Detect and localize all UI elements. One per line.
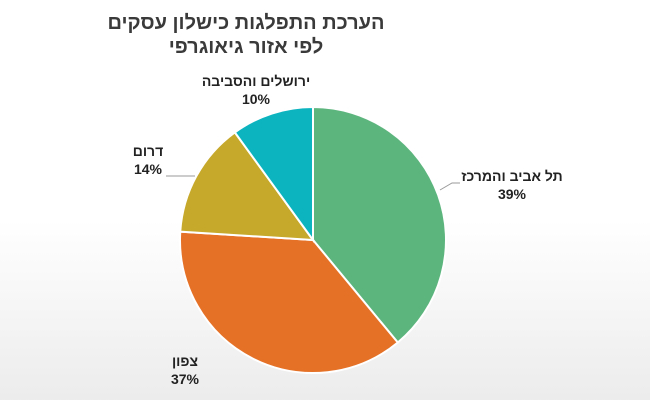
slice-value-jerusalem: 10% bbox=[242, 91, 271, 107]
pie-slices bbox=[179, 105, 447, 374]
slice-label-tel-aviv-center: תל אביב והמרכז bbox=[461, 168, 562, 184]
slice-labels: תל אביב והמרכז 39% צפון 37% דרום 14% ירושלים ו… bbox=[133, 73, 563, 387]
slice-value-north: 37% bbox=[171, 371, 200, 387]
slice-value-tel-aviv-center: 39% bbox=[498, 186, 527, 202]
slice-label-south: דרום bbox=[133, 143, 164, 159]
leader-lines bbox=[166, 175, 460, 191]
pie-slice-jerusalem bbox=[233, 105, 314, 244]
pie-slice-north bbox=[179, 230, 400, 374]
pie-slice-tel-aviv-center bbox=[312, 105, 447, 344]
pie-slice-south bbox=[179, 131, 316, 242]
leader-line-tel-aviv-center bbox=[439, 182, 460, 191]
slice-value-south: 14% bbox=[134, 161, 163, 177]
chart-subtitle: לפי אזור גיאוגרפי bbox=[169, 36, 324, 58]
chart-title: הערכת התפלגות כישלון עסקים bbox=[108, 12, 385, 34]
slice-label-north: צפון bbox=[172, 353, 198, 369]
slice-label-jerusalem: ירושלים והסביבה bbox=[202, 73, 310, 89]
